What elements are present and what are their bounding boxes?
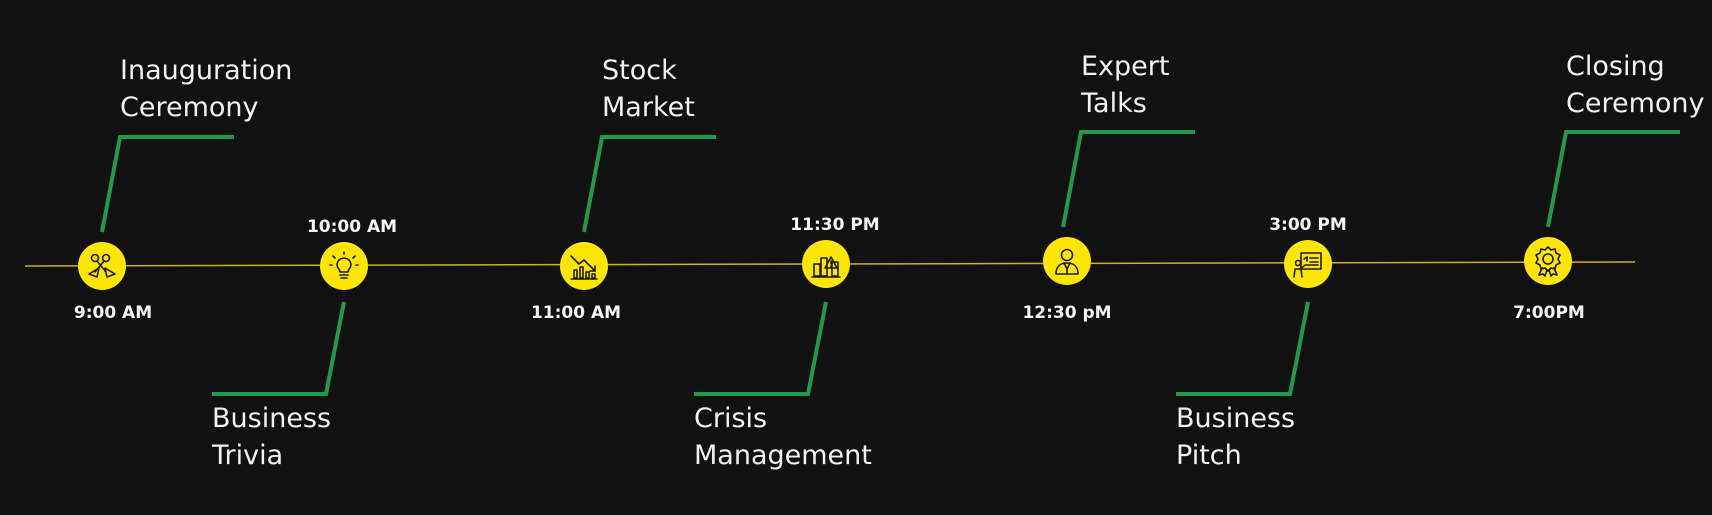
- event-title-line: Management: [694, 440, 872, 471]
- event-time-business-pitch: 3:00 PM: [1269, 215, 1347, 235]
- event-node-crisis-management: [802, 240, 850, 288]
- speaker-person-icon: [1055, 248, 1079, 275]
- event-title-business-pitch: Business Pitch: [1176, 400, 1295, 474]
- event-node-stock-market: [560, 242, 608, 290]
- event-title-line: Ceremony: [120, 92, 259, 123]
- connector-business-pitch: [1176, 301, 1310, 396]
- event-title-line: Stock: [602, 55, 677, 86]
- connector-crisis-management: [694, 301, 828, 396]
- event-node-business-pitch: [1284, 240, 1332, 288]
- event-title-line: Talks: [1081, 88, 1147, 119]
- connector-expert-talks: [1061, 130, 1195, 228]
- connector-inauguration: [100, 135, 234, 233]
- lightbulb-icon: [329, 251, 359, 279]
- event-title-inauguration: Inauguration Ceremony: [120, 52, 292, 126]
- event-title-business-trivia: Business Trivia: [212, 400, 331, 474]
- event-node-closing-ceremony: [1524, 237, 1572, 285]
- connector-closing-ceremony: [1546, 130, 1680, 228]
- event-title-line: Trivia: [212, 440, 284, 471]
- event-title-line: Closing: [1566, 51, 1665, 82]
- event-title-crisis-management: Crisis Management: [694, 400, 872, 474]
- ribbon-scissors-icon: [88, 253, 116, 278]
- event-time-stock-market: 11:00 AM: [530, 303, 622, 323]
- event-node-inauguration: [78, 242, 126, 290]
- event-time-inauguration: 9:00 AM: [73, 303, 153, 323]
- event-title-stock-market: Stock Market: [602, 52, 695, 126]
- event-node-business-trivia: [320, 242, 368, 290]
- stock-chart-icon: [570, 255, 598, 280]
- connector-business-trivia: [212, 301, 346, 396]
- presentation-icon: [1293, 252, 1322, 278]
- event-title-line: Ceremony: [1566, 88, 1705, 119]
- event-title-line: Business: [212, 403, 332, 434]
- event-time-crisis-management: 11:30 PM: [790, 215, 880, 235]
- event-title-expert-talks: Expert Talks: [1081, 48, 1169, 122]
- event-title-line: Market: [602, 92, 695, 123]
- award-badge-icon: [1535, 246, 1561, 277]
- event-title-line: Business: [1176, 403, 1296, 434]
- event-title-line: Expert: [1081, 51, 1170, 82]
- connector-stock-market: [582, 135, 716, 233]
- event-time-expert-talks: 12:30 pM: [1022, 303, 1112, 323]
- event-title-line: Pitch: [1176, 440, 1242, 471]
- event-node-expert-talks: [1043, 237, 1091, 285]
- event-title-line: Crisis: [694, 403, 768, 434]
- event-title-line: Inauguration: [120, 55, 293, 86]
- event-title-closing-ceremony: Closing Ceremony: [1566, 48, 1705, 122]
- event-time-business-trivia: 10:00 AM: [306, 217, 398, 237]
- event-time-closing-ceremony: 7:00PM: [1513, 303, 1585, 323]
- crisis-building-icon: [811, 256, 841, 278]
